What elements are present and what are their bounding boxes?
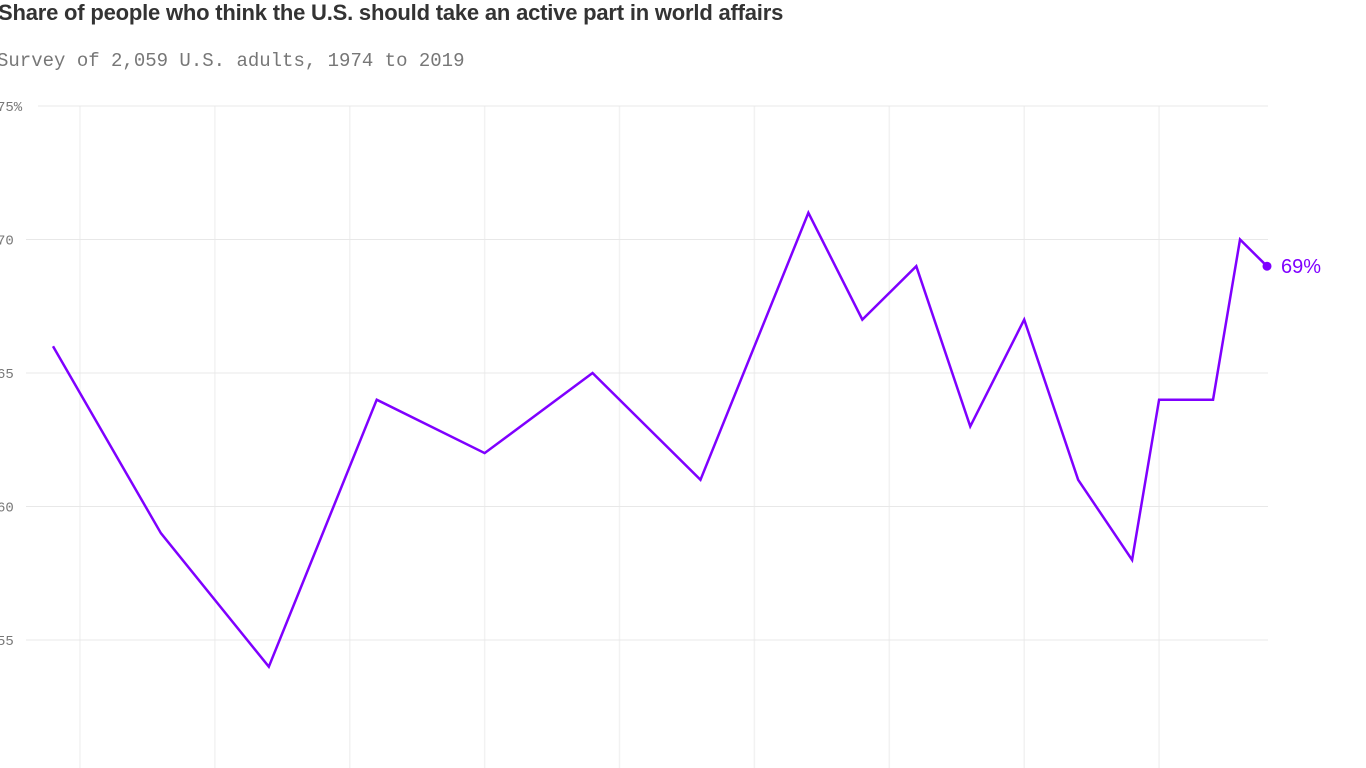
chart-subtitle: Survey of 2,059 U.S. adults, 1974 to 201… [0, 50, 465, 72]
chart-title: Share of people who think the U.S. shoul… [0, 0, 784, 25]
y-tick-label: 65 [0, 367, 14, 383]
grid [26, 105, 1268, 768]
y-tick-label: 70 [0, 234, 14, 250]
end-value-label: 69% [1281, 256, 1321, 278]
y-tick-label: 75% [0, 100, 23, 116]
y-axis: 75%7065605550 [0, 100, 23, 768]
y-tick-label: 60 [0, 501, 14, 517]
series-lines [51, 209, 1268, 670]
y-tick-label: 55 [0, 634, 14, 650]
series-line [51, 209, 1268, 670]
end-point-dot [1262, 261, 1272, 271]
end-marker: 69% [1262, 256, 1321, 278]
